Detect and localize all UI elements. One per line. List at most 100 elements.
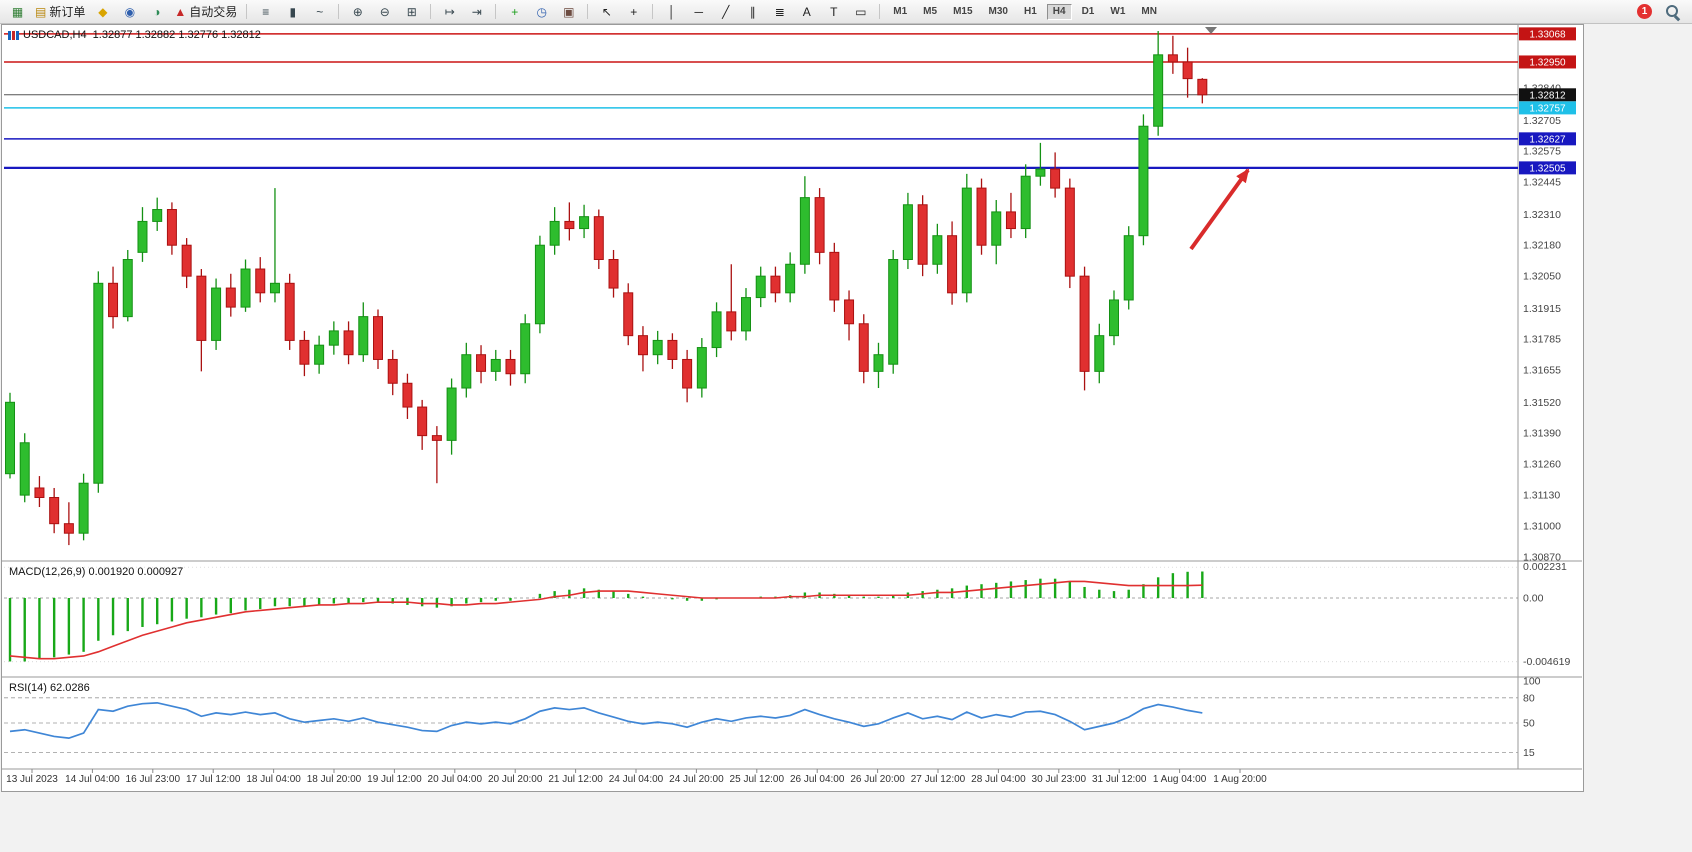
crosshair-icon: +	[630, 4, 638, 19]
cursor-button[interactable]: ↖	[594, 1, 619, 22]
templates-icon: ▣	[563, 4, 575, 19]
svg-text:31 Jul 12:00: 31 Jul 12:00	[1092, 774, 1147, 785]
price-tag-current-price[interactable]: 1.32812	[1519, 88, 1576, 102]
zoom-out-button[interactable]: ⊖	[372, 1, 397, 22]
toolbar-right-group: 1	[1637, 3, 1687, 20]
svg-text:1.31000: 1.31000	[1523, 521, 1561, 533]
svg-text:1.31130: 1.31130	[1523, 490, 1560, 502]
timeframe-m15-button[interactable]: M15	[953, 5, 973, 17]
toolbar-separator	[246, 4, 248, 19]
metaeditor-icon: ◆	[98, 4, 108, 19]
new-order-icon: ▤	[35, 4, 47, 19]
chart-shift-button[interactable]: ⇥	[464, 1, 489, 22]
svg-text:15: 15	[1523, 747, 1535, 759]
svg-text:1.31655: 1.31655	[1523, 365, 1561, 377]
timeframe-h1-button[interactable]: H1	[1023, 5, 1037, 17]
text-label-button[interactable]: T	[821, 1, 846, 22]
autotrading-button[interactable]: ▲ 自动交易	[171, 1, 240, 22]
svg-text:80: 80	[1523, 692, 1535, 704]
svg-text:1.32705: 1.32705	[1523, 115, 1561, 127]
timeframe-w1-button[interactable]: W1	[1110, 5, 1126, 17]
macd-label: MACD(12,26,9) 0.001920 0.000927	[9, 566, 184, 578]
new-order-button[interactable]: ▤ 新订单	[32, 1, 88, 22]
horizontal-level-lines[interactable]	[4, 33, 1518, 169]
macd-signal-line	[9, 580, 1203, 660]
svg-text:1.31915: 1.31915	[1523, 303, 1561, 315]
svg-text:19 Jul 12:00: 19 Jul 12:00	[367, 774, 422, 785]
bar-chart-button[interactable]: ≡	[253, 1, 278, 22]
vertical-line-button[interactable]: │	[659, 1, 684, 22]
profiles-icon: ◉	[124, 4, 136, 19]
tile-windows-button[interactable]: ⊞	[399, 1, 424, 22]
svg-text:20 Jul 20:00: 20 Jul 20:00	[488, 774, 543, 785]
trendline-icon: ╱	[722, 4, 730, 19]
svg-text:1.30870: 1.30870	[1523, 552, 1561, 564]
equidistant-channel-icon: ∥	[749, 4, 756, 19]
tile-windows-icon: ⊞	[406, 4, 417, 19]
svg-text:27 Jul 12:00: 27 Jul 12:00	[911, 774, 966, 785]
macd-panel	[4, 566, 1518, 663]
horizontal-line-icon: ─	[694, 4, 704, 19]
chart-shift-icon: ⇥	[471, 4, 482, 19]
zoom-in-button[interactable]: ⊕	[345, 1, 370, 22]
svg-text:1.31260: 1.31260	[1523, 459, 1561, 471]
bar-chart-icon: ≡	[262, 4, 270, 19]
arrow-annotation[interactable]	[1189, 168, 1250, 251]
timeframe-mn-button[interactable]: MN	[1141, 5, 1157, 17]
chart-window	[1, 24, 1584, 792]
fibonacci-button[interactable]: ≣	[767, 1, 792, 22]
chart-ohlc-header: USDCAD,H4 1.32877 1.32882 1.32776 1.3281…	[23, 29, 261, 41]
price-tag-resistance-line-1[interactable]: 1.33068	[1519, 27, 1576, 41]
svg-text:26 Jul 20:00: 26 Jul 20:00	[850, 774, 905, 785]
crosshair-button[interactable]: +	[621, 1, 646, 22]
metaeditor-button[interactable]: ◆	[90, 1, 115, 22]
zoom-in-icon: ⊕	[352, 4, 363, 19]
refresh-button[interactable]: ◑	[144, 1, 169, 22]
svg-text:14 Jul 04:00: 14 Jul 04:00	[65, 774, 120, 785]
text-label-icon: T	[830, 4, 838, 19]
indicators-button[interactable]: +	[502, 1, 527, 22]
panel-separators[interactable]	[2, 25, 1582, 770]
svg-text:18 Jul 20:00: 18 Jul 20:00	[307, 774, 362, 785]
price-tag-cyan-level-line[interactable]: 1.32757	[1519, 101, 1576, 115]
timeframe-d1-button[interactable]: D1	[1081, 5, 1095, 17]
price-tag-support-line[interactable]: 1.32505	[1519, 161, 1576, 175]
svg-text:0.002231: 0.002231	[1523, 561, 1567, 573]
svg-text:-0.004619: -0.004619	[1523, 656, 1570, 668]
equidistant-channel-button[interactable]: ∥	[740, 1, 765, 22]
notification-badge[interactable]: 1	[1637, 4, 1652, 19]
periods-button[interactable]: ◷	[529, 1, 554, 22]
svg-text:1.33068: 1.33068	[1529, 29, 1566, 40]
svg-text:1.31520: 1.31520	[1523, 397, 1561, 409]
auto-scroll-button[interactable]: ↦	[437, 1, 462, 22]
svg-text:1.32445: 1.32445	[1523, 177, 1561, 189]
horizontal-line-button[interactable]: ─	[686, 1, 711, 22]
shapes-button[interactable]: ▭	[848, 1, 873, 22]
svg-text:30 Jul 23:00: 30 Jul 23:00	[1032, 774, 1087, 785]
toolbar-separator	[587, 4, 589, 19]
timeframe-h4-button[interactable]: H4	[1046, 3, 1072, 20]
trendline-button[interactable]: ╱	[713, 1, 738, 22]
timeframe-m1-button[interactable]: M1	[893, 5, 908, 17]
candlestick-chart-button[interactable]: ▮	[280, 1, 305, 22]
autotrading-icon: ▲	[174, 4, 187, 19]
rsi-panel	[4, 697, 1518, 753]
rsi-label: RSI(14) 62.0286	[9, 682, 90, 694]
new-chart-button[interactable]: ▦	[5, 1, 30, 22]
price-axis[interactable]: 1.328401.327051.325751.324451.323101.321…	[1519, 27, 1576, 759]
timeframe-m5-button[interactable]: M5	[923, 5, 938, 17]
templates-button[interactable]: ▣	[556, 1, 581, 22]
toolbar-separator	[338, 4, 340, 19]
time-axis[interactable]: 13 Jul 2023 14 Jul 04:00 16 Jul 23:00 17 Ju…	[6, 769, 1267, 785]
line-chart-button[interactable]: ~	[307, 1, 332, 22]
price-tag-blue-level-line-1[interactable]: 1.32627	[1519, 132, 1576, 146]
profiles-button[interactable]: ◉	[117, 1, 142, 22]
chart-symbol-icon	[8, 31, 19, 40]
text-button[interactable]: A	[794, 1, 819, 22]
price-tag-resistance-line-2[interactable]: 1.32950	[1519, 55, 1576, 69]
autotrading-button-label: 自动交易	[189, 4, 238, 19]
svg-text:1.31785: 1.31785	[1523, 334, 1561, 346]
search-icon[interactable]	[1664, 3, 1681, 20]
timeframe-m30-button[interactable]: M30	[988, 5, 1008, 17]
